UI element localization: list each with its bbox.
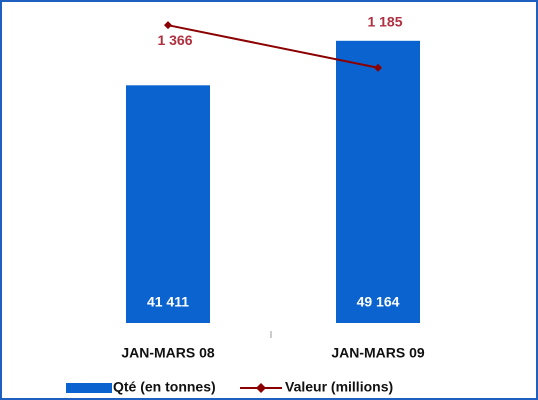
bar-value-label: 41 411	[147, 294, 189, 310]
legend-swatch	[66, 383, 112, 393]
legend-label: Valeur (millions)	[285, 379, 393, 395]
legend-label: Qté (en tonnes)	[113, 379, 216, 395]
bar	[126, 85, 210, 323]
line-value-label: 1 185	[367, 13, 402, 29]
x-tick-label: JAN-MARS 08	[121, 345, 215, 361]
legend-marker	[256, 383, 266, 393]
x-tick-label: JAN-MARS 09	[331, 345, 425, 361]
bar-value-label: 49 164	[357, 294, 400, 310]
line-value-label: 1 366	[157, 32, 192, 48]
bar	[336, 40, 420, 323]
line-point	[374, 63, 382, 72]
line	[167, 24, 379, 69]
line-point	[164, 21, 172, 30]
